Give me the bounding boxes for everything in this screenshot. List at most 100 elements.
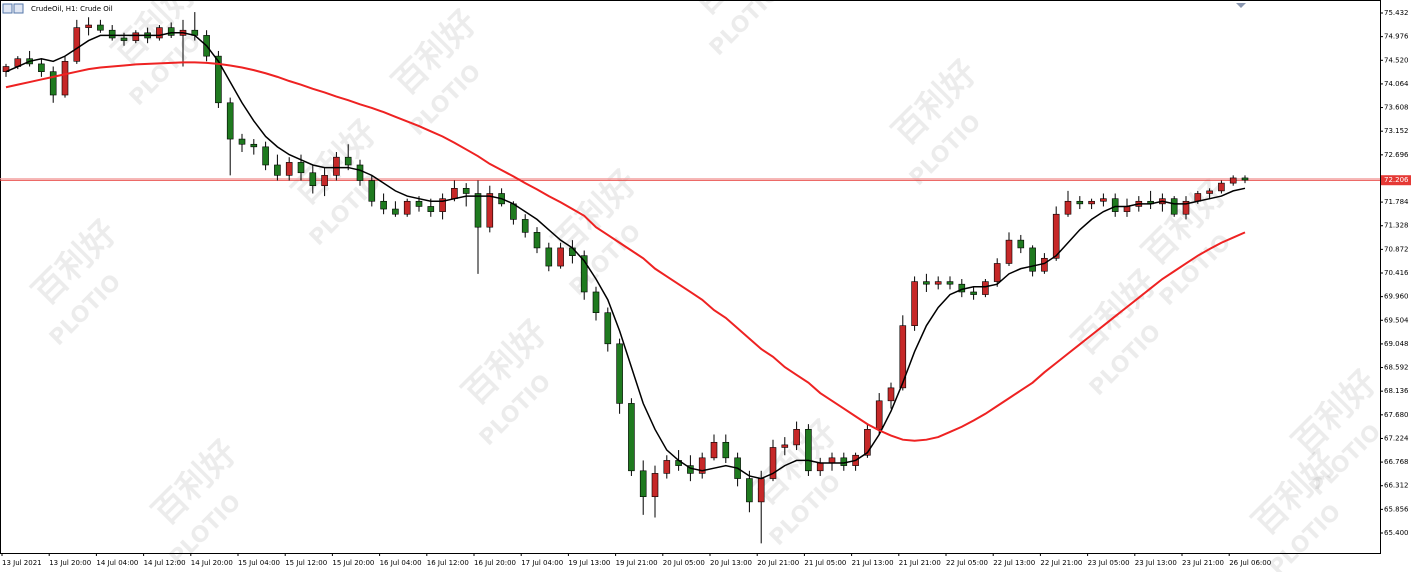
y-tick-label: 67.224	[1384, 434, 1409, 442]
x-tick-label: 16 Jul 04:00	[380, 559, 422, 567]
candle-body	[38, 63, 45, 72]
x-tick-label: 26 Jul 06:00	[1229, 559, 1271, 567]
y-tick-label: 75.432	[1384, 9, 1409, 17]
candle-body	[49, 71, 57, 96]
x-tick-label: 21 Jul 21:00	[899, 559, 941, 567]
y-tick-label: 68.136	[1384, 387, 1409, 395]
candle-body	[1170, 198, 1178, 215]
x-tick-label: 16 Jul 12:00	[427, 559, 469, 567]
x-tick-label: 22 Jul 13:00	[993, 559, 1035, 567]
candle-body	[982, 281, 989, 295]
candle-body	[569, 247, 576, 256]
candle-body	[215, 55, 222, 104]
candle-body	[1005, 239, 1013, 264]
candle-body	[120, 37, 128, 41]
candle-body	[380, 200, 387, 210]
candle-body	[510, 203, 517, 220]
candle-body	[368, 180, 376, 202]
y-tick-label: 69.504	[1384, 316, 1409, 324]
last-price-box	[1381, 175, 1411, 186]
candle-body	[97, 24, 104, 31]
candle-body	[1017, 239, 1025, 249]
x-tick-label: 13 Jul 2021	[2, 559, 42, 567]
shift-marker	[1236, 3, 1246, 8]
chart-title: CrudeOil, H1: Crude Oil	[31, 5, 113, 13]
candle-body	[923, 281, 930, 285]
candle-body	[698, 457, 706, 474]
y-tick-label: 70.416	[1384, 269, 1409, 277]
candle-body	[628, 403, 635, 472]
candle-body	[651, 473, 659, 498]
x-tick-label: 15 Jul 12:00	[285, 559, 327, 567]
y-tick-label: 67.680	[1384, 411, 1409, 419]
candle-body	[85, 24, 92, 28]
candle-body	[816, 462, 824, 472]
candle-body	[344, 156, 352, 166]
candle-body	[875, 400, 883, 430]
candle-body	[297, 162, 305, 174]
candle-body	[828, 457, 836, 464]
y-tick-label: 74.064	[1384, 80, 1409, 88]
x-tick-label: 14 Jul 04:00	[96, 559, 138, 567]
candle-body	[309, 172, 317, 187]
candle-body	[1100, 198, 1107, 202]
moving-average	[5, 61, 1246, 442]
y-tick-label: 71.784	[1384, 198, 1409, 206]
candle-body	[663, 460, 671, 474]
last-price-label: 72.206	[1384, 176, 1409, 184]
candle-body	[592, 291, 600, 314]
candle-body	[403, 200, 411, 215]
x-tick-label: 14 Jul 12:00	[144, 559, 186, 567]
candle-body	[250, 143, 258, 148]
candle-body	[639, 470, 647, 498]
y-tick-label: 65.400	[1384, 529, 1409, 537]
candle-body	[533, 232, 541, 249]
x-tick-label: 15 Jul 20:00	[332, 559, 374, 567]
candle-body	[545, 247, 553, 267]
y-tick-label: 69.048	[1384, 340, 1409, 348]
y-tick-label: 74.976	[1384, 33, 1409, 41]
candle-body	[427, 206, 435, 212]
candle-body	[1123, 206, 1131, 212]
x-tick-label: 20 Jul 05:00	[663, 559, 705, 567]
x-tick-label: 22 Jul 05:00	[946, 559, 988, 567]
candle-body	[1182, 200, 1190, 215]
y-tick-label: 74.520	[1384, 56, 1409, 64]
candle-body	[1229, 177, 1237, 184]
candle-body	[439, 198, 446, 212]
candle-body	[521, 219, 529, 233]
candle-body	[333, 156, 340, 176]
candle-body	[946, 281, 954, 285]
y-tick-label: 68.592	[1384, 364, 1409, 372]
candle-body	[226, 102, 234, 140]
candle-body	[1218, 182, 1225, 192]
candle-body	[1052, 213, 1060, 259]
candle-body	[722, 441, 730, 459]
x-tick-label: 23 Jul 21:00	[1182, 559, 1224, 567]
candle-body	[557, 247, 564, 267]
candle-body	[1111, 198, 1119, 212]
candle-body	[462, 188, 470, 194]
candle-body	[616, 343, 623, 404]
candle-body	[911, 281, 918, 326]
candle-body	[1029, 247, 1036, 272]
y-tick-label: 72.696	[1384, 151, 1409, 159]
chart-icon	[13, 3, 24, 14]
candle-body	[793, 429, 800, 446]
candle-body	[392, 208, 399, 215]
y-tick-label: 69.960	[1384, 293, 1409, 301]
y-tick-label: 66.768	[1384, 458, 1409, 466]
candle-body	[781, 444, 789, 448]
candle-body	[899, 325, 907, 389]
candle-body	[757, 478, 765, 503]
candle-body	[156, 27, 163, 39]
candle-body	[474, 193, 482, 228]
candle-body	[285, 162, 293, 176]
x-tick-label: 21 Jul 13:00	[852, 559, 894, 567]
x-tick-label: 20 Jul 13:00	[710, 559, 752, 567]
candle-body	[238, 138, 246, 145]
x-tick-label: 13 Jul 20:00	[49, 559, 91, 567]
candle-body	[1206, 190, 1213, 194]
moving-average	[5, 32, 1246, 480]
candle-body	[1041, 257, 1048, 272]
